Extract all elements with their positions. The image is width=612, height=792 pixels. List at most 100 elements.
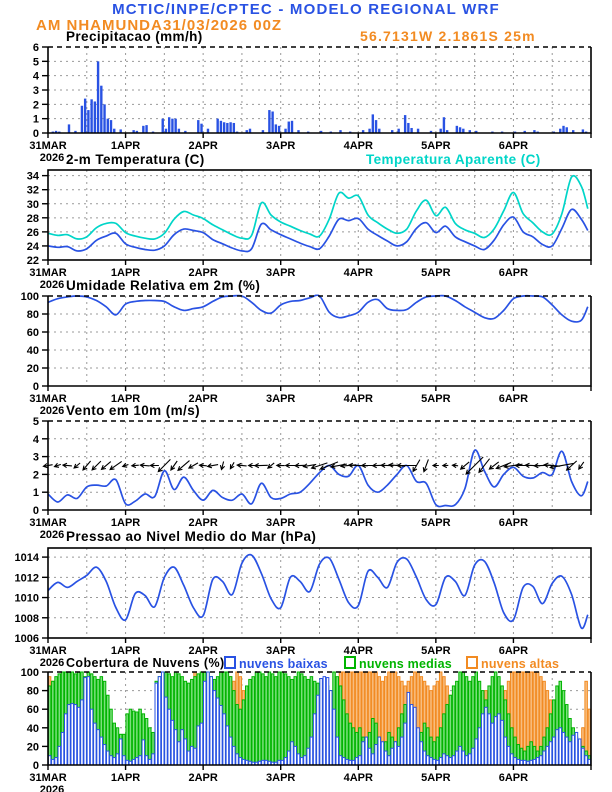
x-tick-label: 31MAR xyxy=(29,772,66,784)
precip-bar xyxy=(216,118,219,133)
precipitation-panel-title: Precipitacao (mm/h) xyxy=(66,29,203,44)
y-tick-label: 20 xyxy=(27,363,39,375)
precip-bar xyxy=(277,125,281,133)
x-tick-label: 2APR xyxy=(188,267,217,279)
precip-bar xyxy=(475,130,478,133)
precip-bar xyxy=(261,130,265,133)
clouds-panel-title: Cobertura de Nuvens (%) xyxy=(66,656,225,670)
y-tick-label: 0 xyxy=(33,128,39,140)
precip-bar xyxy=(361,130,365,133)
x-tick-label: 31MAR xyxy=(29,517,66,529)
x-tick-label: 6APR xyxy=(499,393,528,405)
x-tick-label: 31MAR xyxy=(29,645,66,657)
x-tick-label: 4APR xyxy=(344,645,373,657)
x-tick-label: 1APR xyxy=(111,393,140,405)
x-tick-year-label: 2026 xyxy=(40,657,64,669)
clouds-series xyxy=(48,671,591,766)
x-tick-label: 4APR xyxy=(344,772,373,784)
gridlines xyxy=(48,548,591,638)
precip-bar xyxy=(164,128,168,133)
gridlines xyxy=(48,421,591,510)
precip-bar xyxy=(100,85,103,133)
y-tick-label: 80 xyxy=(27,309,39,321)
wind-arrows xyxy=(42,456,585,475)
precip-bar xyxy=(455,125,459,133)
temperature-line xyxy=(48,174,589,241)
y-tick-label: 40 xyxy=(27,723,39,735)
precip-bar xyxy=(397,128,400,133)
x-tick-label: 5APR xyxy=(421,645,450,657)
x-tick-label: 2APR xyxy=(188,140,217,152)
precip-bar xyxy=(268,110,271,133)
x-tick-label: 3APR xyxy=(266,393,295,405)
x-tick-label: 5APR xyxy=(421,140,450,152)
precip-bar xyxy=(559,128,562,133)
y-tick-label: 28 xyxy=(27,213,39,225)
precip-bar xyxy=(319,130,323,133)
x-tick-label: 1APR xyxy=(111,645,140,657)
wind-line xyxy=(48,449,589,508)
precip-bar xyxy=(371,114,375,133)
precip-bar xyxy=(374,120,378,133)
y-tick-label: 34 xyxy=(27,171,40,183)
precip-bar xyxy=(106,118,109,133)
legend-low-clouds: nuvens baixas xyxy=(224,656,328,671)
x-tick-label: 2APR xyxy=(188,393,217,405)
y-tick-label: 1 xyxy=(33,114,39,126)
pressure-series xyxy=(48,553,589,630)
precip-bar xyxy=(174,118,177,133)
precip-bar xyxy=(54,130,58,133)
humidity-line xyxy=(48,294,589,323)
x-tick-label: 31MAR xyxy=(29,267,66,279)
x-tick-label: 6APR xyxy=(499,517,528,529)
temperature-line xyxy=(48,208,589,253)
x-tick-label: 1APR xyxy=(111,517,140,529)
precip-bar xyxy=(135,130,139,133)
y-tick-label: 5 xyxy=(33,416,39,428)
mid-clouds-swatch-icon xyxy=(344,656,356,669)
x-tick-label: 2APR xyxy=(188,645,217,657)
y-tick-label: 1006 xyxy=(15,633,39,645)
precip-bar xyxy=(87,110,90,133)
precip-bar xyxy=(219,120,223,133)
y-tick-label: 4 xyxy=(33,71,40,83)
precip-bar xyxy=(74,130,77,133)
precip-bar xyxy=(581,129,585,133)
precip-bar xyxy=(229,122,232,133)
y-tick-label: 30 xyxy=(27,199,39,211)
precip-bar xyxy=(119,129,122,133)
precip-bar xyxy=(109,120,113,133)
x-tick-label: 4APR xyxy=(344,267,373,279)
pressure-line xyxy=(48,553,589,630)
x-tick-label: 1APR xyxy=(111,267,140,279)
low-clouds-swatch-icon xyxy=(224,656,236,669)
x-tick-label: 31MAR xyxy=(29,393,66,405)
temperature-panel-title: 2-m Temperatura (C) xyxy=(66,152,205,167)
y-tick-label: 4 xyxy=(33,434,40,446)
precip-bar xyxy=(572,130,575,133)
precip-bar xyxy=(533,130,536,133)
precip-bar xyxy=(167,117,171,133)
precip-bar xyxy=(67,124,71,133)
y-tick-label: 22 xyxy=(27,255,39,267)
gridlines xyxy=(48,47,591,133)
precip-bar xyxy=(83,98,87,133)
x-tick-label: 6APR xyxy=(499,267,528,279)
y-tick-label: 3 xyxy=(33,85,39,97)
wind-series xyxy=(48,449,589,508)
precip-bar xyxy=(565,127,568,133)
gridlines xyxy=(48,170,591,260)
y-tick-label: 1010 xyxy=(15,593,39,605)
precip-bar xyxy=(222,122,226,133)
y-tick-label: 100 xyxy=(21,667,39,679)
precip-bar xyxy=(458,127,462,133)
location-coordinates: 56.7131W 2.1861S 25m xyxy=(360,28,536,44)
y-tick-label: 26 xyxy=(27,227,39,239)
y-tick-label: 32 xyxy=(27,185,39,197)
precip-bar xyxy=(442,117,446,133)
x-tick-label: 1APR xyxy=(111,772,140,784)
